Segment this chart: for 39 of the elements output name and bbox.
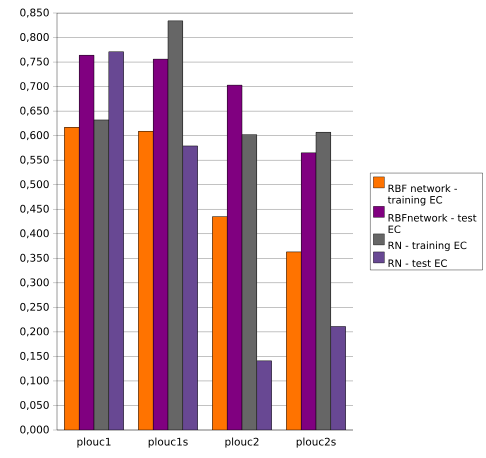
bar — [212, 216, 228, 430]
bar — [286, 252, 302, 430]
y-tick-label: 0,150 — [20, 352, 49, 361]
y-tick-label: 0,500 — [20, 180, 49, 190]
y-tick-label: 0,550 — [20, 156, 49, 165]
y-tick-label: 0,200 — [20, 327, 49, 336]
bar — [182, 146, 198, 430]
y-tick-label: 0,000 — [20, 426, 49, 434]
bar — [256, 360, 272, 430]
y-tick-label: 0,350 — [20, 254, 49, 263]
y-tick-label: 0,250 — [20, 302, 49, 312]
y-tick-label: 0,400 — [20, 229, 49, 238]
bar — [153, 59, 168, 430]
legend-label: RN - test EC — [388, 259, 447, 267]
legend-label: RBF network - training EC — [388, 184, 457, 206]
x-tick-label: plouc2 — [225, 438, 258, 448]
bar — [300, 152, 316, 430]
legend-label: RN - training EC — [388, 241, 466, 252]
x-tick-label: plouc1s — [148, 438, 188, 448]
y-tick-label: 0,600 — [20, 131, 49, 140]
y-tick-label: 0,100 — [20, 376, 49, 386]
bar — [94, 120, 109, 430]
bar — [138, 131, 154, 430]
bar — [108, 52, 124, 430]
bar — [79, 55, 94, 430]
y-tick-label: 0,450 — [20, 204, 49, 214]
bar — [64, 127, 80, 430]
legend-label: RBFnetwork - test EC — [388, 214, 476, 234]
bar — [330, 326, 346, 430]
y-tick-label: 0,050 — [20, 400, 49, 410]
x-tick-label: plouc2s — [296, 438, 336, 448]
x-tick-label: plouc1 — [77, 438, 111, 448]
y-tick-label: 0,850 — [20, 8, 49, 18]
bar — [227, 85, 242, 430]
y-tick-label: 0,800 — [20, 33, 49, 42]
y-tick-label: 0,650 — [20, 106, 49, 116]
y-tick-label: 0,700 — [20, 82, 49, 92]
y-tick-label: 0,750 — [20, 58, 49, 67]
y-tick-label: 0,300 — [20, 278, 49, 288]
